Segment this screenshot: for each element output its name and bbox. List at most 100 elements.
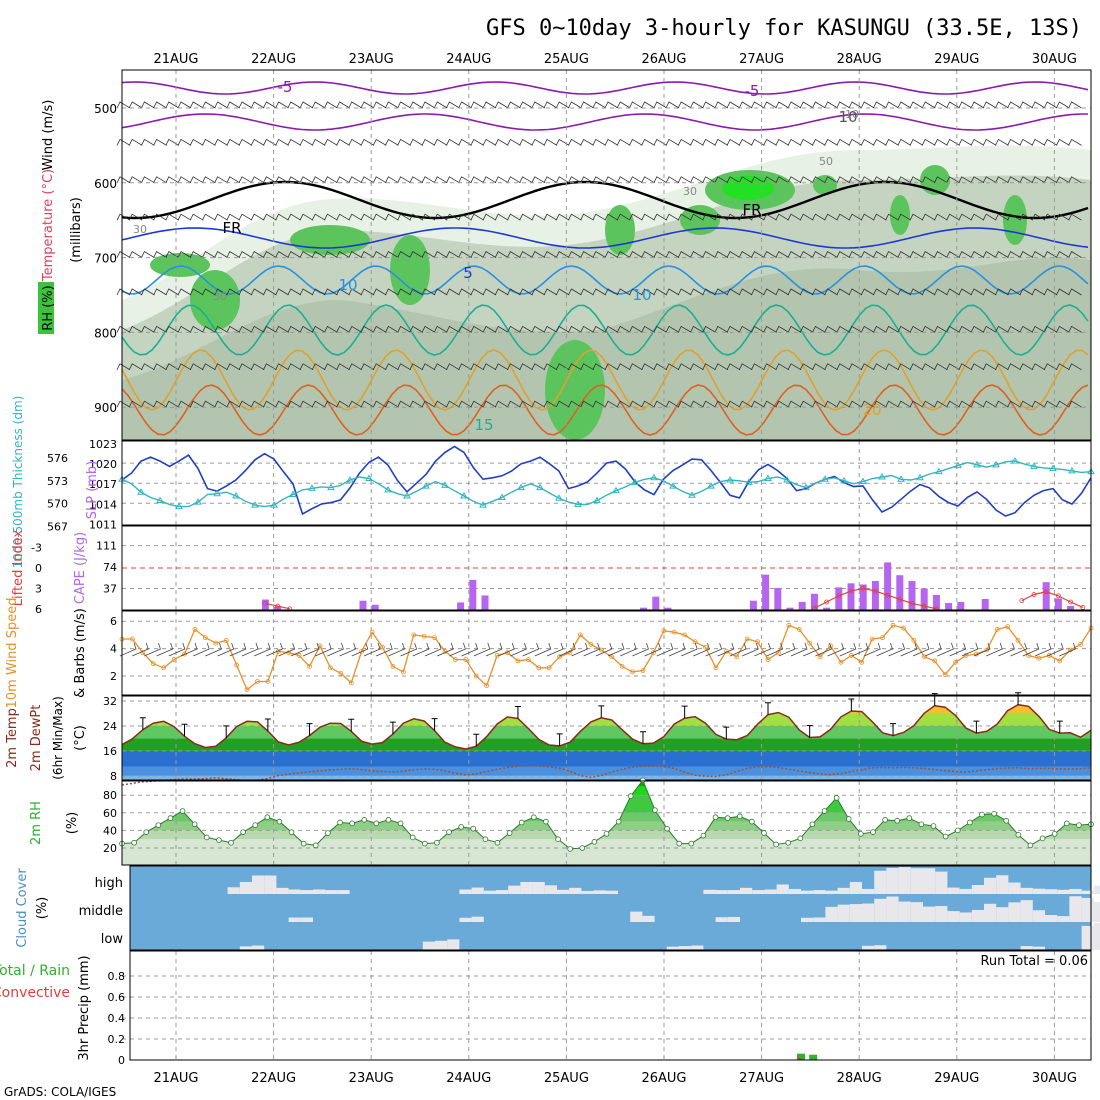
wind-barb (189, 213, 204, 221)
wind-barb (348, 101, 363, 109)
wind-barb (604, 325, 619, 333)
surface-wind-barb (522, 642, 540, 657)
wind-barb (592, 325, 607, 333)
rh-marker (555, 836, 561, 842)
lifted-index-marker (1019, 598, 1025, 604)
cape-bar (469, 579, 477, 610)
lifted-index-marker (1080, 605, 1086, 610)
cloud-bar (1008, 882, 1021, 894)
wind-barb (909, 363, 924, 371)
bottom-date-label: 28AUG (837, 1071, 882, 1086)
wind-barb (995, 251, 1009, 258)
wind-barb (128, 176, 143, 184)
wind-barb (519, 138, 533, 146)
wind-barb (1031, 251, 1046, 258)
cloud-bar (227, 887, 240, 894)
surface-wind-barb (424, 642, 442, 657)
surface-wind-barb (1010, 642, 1028, 657)
wind-speed-marker (755, 639, 760, 645)
wind-barb (372, 251, 387, 258)
wind-barb (226, 251, 241, 258)
rh-marker (567, 846, 573, 852)
wind-barb (287, 325, 302, 333)
wind-barb (238, 363, 253, 371)
wind-barb (458, 363, 472, 371)
precip-panel: 0.8 0.6 0.4 0.2 0 Run Total = 0.06 3hr Precip … (0, 950, 1092, 1067)
wind-barb (799, 138, 814, 146)
rh-marker (700, 832, 707, 839)
wind-barb (1019, 400, 1034, 408)
wind-barb (885, 213, 899, 221)
surface-wind-barb (327, 642, 344, 657)
wind-barb (214, 325, 228, 333)
wind-barb (690, 101, 704, 109)
thickness-marker (422, 482, 430, 489)
wind-barb (873, 400, 887, 408)
wind-barb (385, 325, 399, 333)
wind-barb (348, 176, 363, 184)
thickness-marker (859, 477, 867, 485)
surface-wind-barb (193, 642, 210, 657)
wind-barb (1068, 101, 1082, 109)
wind-barb (763, 288, 777, 296)
wind-barb (287, 363, 302, 371)
wind-barb (555, 400, 570, 408)
wind-speed-marker (234, 662, 240, 668)
temp-tick-label: 16 (103, 745, 117, 758)
wind-barb (153, 325, 167, 333)
wind-barb (604, 363, 619, 371)
cloud-axis-label: Cloud Cover (15, 868, 30, 948)
wind-barb (824, 101, 838, 109)
surface-wind-barb (473, 642, 491, 657)
wind-barb (494, 400, 509, 408)
surface-wind-barb (754, 642, 771, 657)
wind-barb (128, 325, 143, 333)
surface-wind-barb (790, 642, 808, 657)
cloud-bar (239, 881, 252, 894)
wind-barb (885, 101, 899, 109)
surface-wind-barb (827, 642, 845, 657)
wind-barb (934, 400, 948, 408)
wind-barb (348, 400, 363, 408)
slp-thickness-panel: 1023 1020 1017 1014 1011 576 573 570 567 SLP (mb)… (11, 396, 1095, 568)
run-total-label: Run Total = 0.06 (980, 954, 1088, 969)
lifted-index-marker (1043, 589, 1049, 595)
wind-barb (568, 363, 582, 371)
wind-barb (421, 138, 436, 146)
wind-barb (568, 400, 582, 408)
wind-barb (153, 138, 167, 146)
wind-speed-marker (421, 633, 427, 639)
rh-band (122, 821, 1091, 831)
temp-minmax-bar (1015, 692, 1022, 705)
wind-barb (494, 325, 509, 333)
cloud-bar (740, 887, 753, 894)
wind-barb (653, 400, 668, 408)
temp-band (122, 738, 1091, 751)
wind-barb (897, 101, 912, 109)
wind-speed-marker (400, 669, 406, 675)
wind-barb (616, 400, 631, 408)
wind-barb (214, 213, 228, 221)
wind-speed-marker (786, 622, 792, 628)
wind-barb (446, 101, 460, 109)
wind-barb (568, 176, 582, 184)
wind-barb (885, 363, 899, 371)
rh-marker (1027, 842, 1034, 849)
top-date-label: 21AUG (153, 52, 198, 67)
surface-wind-barb (888, 642, 906, 657)
rh-unit-label: (%) (65, 812, 80, 835)
surface-wind-barb (973, 642, 991, 657)
wind-barb (677, 213, 692, 221)
wind-barb (751, 400, 765, 408)
wind-barb (177, 213, 192, 221)
wind-barb (629, 251, 643, 258)
wind-barb (897, 138, 912, 146)
cloud-bar (337, 890, 350, 894)
wind-barb (1019, 138, 1034, 146)
wind-tick-label: 4 (110, 643, 117, 656)
wind-barb (311, 101, 326, 109)
rh-band-90 (190, 270, 240, 330)
surface-wind-barb (583, 642, 601, 657)
bottom-date-axis: 21AUG 22AUG 23AUG 24AUG 25AUG 26AUG 27AUG 28AUG… (153, 1071, 1076, 1086)
wind-barb (1007, 101, 1021, 109)
